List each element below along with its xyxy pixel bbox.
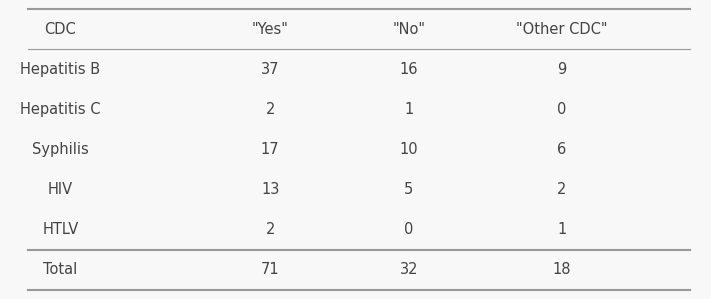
Text: 2: 2 <box>265 222 275 237</box>
Text: 5: 5 <box>404 182 414 197</box>
Text: HTLV: HTLV <box>43 222 78 237</box>
Text: Total: Total <box>43 263 77 277</box>
Text: "Yes": "Yes" <box>252 22 289 36</box>
Text: 0: 0 <box>404 222 414 237</box>
Text: 13: 13 <box>261 182 279 197</box>
Text: 1: 1 <box>404 102 414 117</box>
Text: 1: 1 <box>557 222 567 237</box>
Text: 71: 71 <box>261 263 279 277</box>
Text: 16: 16 <box>400 62 418 77</box>
Text: CDC: CDC <box>45 22 76 36</box>
Text: 32: 32 <box>400 263 418 277</box>
Text: 9: 9 <box>557 62 567 77</box>
Text: HIV: HIV <box>48 182 73 197</box>
Text: Syphilis: Syphilis <box>32 142 89 157</box>
Text: 2: 2 <box>557 182 567 197</box>
Text: 17: 17 <box>261 142 279 157</box>
Text: 6: 6 <box>557 142 567 157</box>
Text: 2: 2 <box>265 102 275 117</box>
Text: Hepatitis B: Hepatitis B <box>21 62 100 77</box>
Text: 10: 10 <box>400 142 418 157</box>
Text: "Other CDC": "Other CDC" <box>516 22 607 36</box>
Text: 0: 0 <box>557 102 567 117</box>
Text: 37: 37 <box>261 62 279 77</box>
Text: Hepatitis C: Hepatitis C <box>20 102 101 117</box>
Text: "No": "No" <box>392 22 425 36</box>
Text: 18: 18 <box>552 263 571 277</box>
